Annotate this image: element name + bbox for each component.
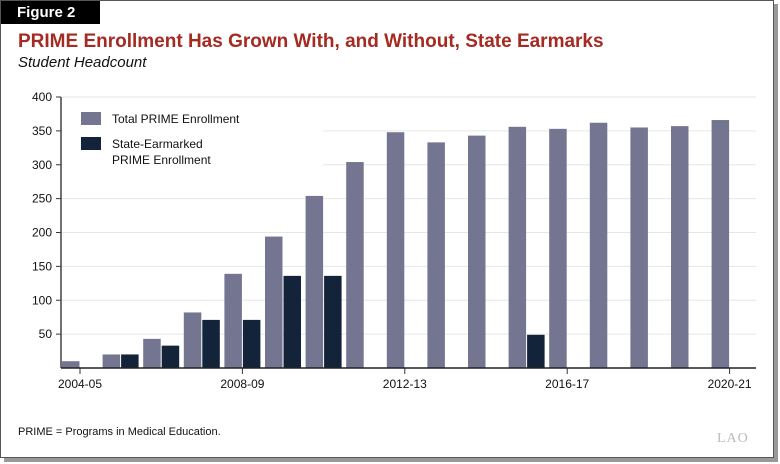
y-tick-label: 100 (32, 293, 52, 307)
bar-total (305, 195, 324, 368)
bar-total (589, 122, 608, 369)
x-tick-label: 2020-21 (708, 377, 752, 391)
bar-total (711, 120, 730, 368)
y-tick-label: 350 (32, 124, 52, 138)
bar-total (427, 142, 445, 368)
lao-logo: LAO (717, 431, 749, 446)
legend-swatch-earmarked (81, 137, 101, 150)
legend-label-earmarked: PRIME Enrollment (112, 153, 211, 167)
bar-total (549, 128, 567, 368)
bar-total (143, 338, 161, 368)
y-tick-label: 400 (32, 90, 52, 104)
bar-total (265, 236, 283, 368)
bar-total (508, 126, 527, 368)
bar-total (224, 273, 242, 368)
bar-total (183, 312, 202, 368)
bar-earmarked (242, 319, 261, 368)
bar-total (102, 354, 121, 368)
bar-earmarked (283, 275, 301, 368)
x-tick-label: 2012-13 (383, 377, 427, 391)
bar-total (346, 162, 364, 368)
bar-earmarked (161, 345, 180, 368)
chart-subtitle: Student Headcount (18, 54, 147, 71)
legend-background (63, 101, 323, 171)
bar-earmarked (121, 354, 139, 368)
figure-frame: Figure 2 PRIME Enrollment Has Grown With… (0, 0, 774, 458)
y-tick-label: 50 (39, 327, 53, 341)
x-tick-label: 2016-17 (545, 377, 589, 391)
y-tick-label: 200 (32, 226, 52, 240)
x-tick-label: 2008-09 (220, 377, 264, 391)
y-tick-label: 300 (32, 158, 52, 172)
legend-swatch-total (81, 112, 101, 125)
bar-earmarked (324, 275, 342, 368)
legend-label-total: Total PRIME Enrollment (112, 112, 240, 126)
bar-total (630, 127, 648, 368)
x-tick-label: 2004-05 (58, 377, 102, 391)
bar-chart: 50 100 150 200 250 300 350 400 2004-05 2008-09 201… (32, 90, 756, 391)
bar-total (468, 135, 486, 368)
bar-earmarked (202, 319, 220, 368)
y-tick-label: 250 (32, 192, 52, 206)
bar-total (386, 132, 405, 368)
chart-title: PRIME Enrollment Has Grown With, and Wit… (18, 31, 604, 52)
bar-earmarked (527, 334, 545, 368)
bar-total (62, 361, 80, 368)
bar-total (671, 126, 689, 368)
figure-label: Figure 2 (1, 1, 100, 24)
legend-label-earmarked: State-Earmarked (112, 137, 203, 151)
footnote: PRIME = Programs in Medical Education. (18, 426, 221, 438)
y-tick-label: 150 (32, 259, 52, 273)
